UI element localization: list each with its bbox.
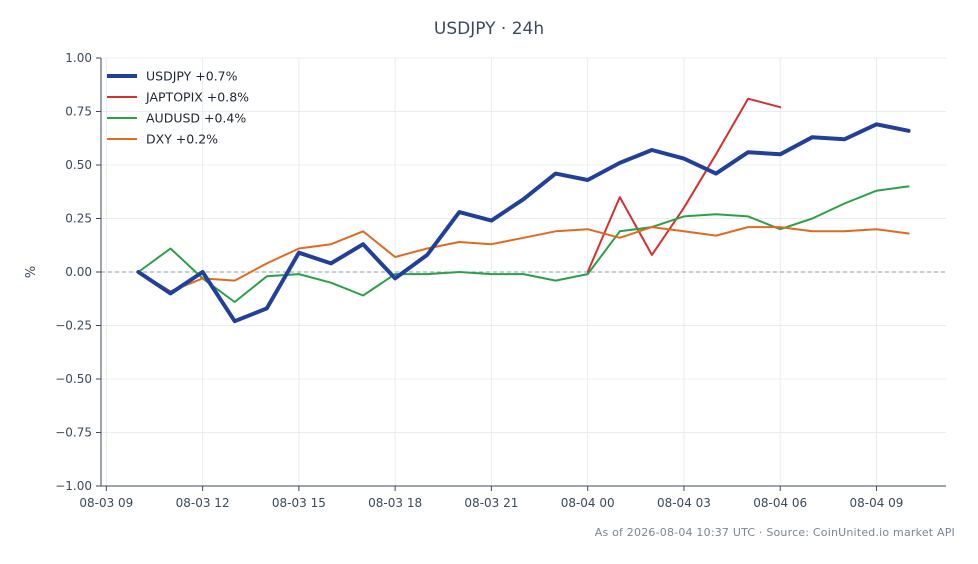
x-tick-label: 08-04 06: [753, 496, 807, 510]
x-tick-label: 08-03 12: [176, 496, 230, 510]
y-tick-label: −0.25: [55, 319, 92, 333]
x-tick-label: 08-04 00: [561, 496, 615, 510]
series-line-audusd: [137, 185, 910, 303]
x-tick-label: 08-03 21: [464, 496, 518, 510]
source-footer: As of 2026-08-04 10:37 UTC · Source: Coi…: [594, 526, 955, 539]
y-tick-label: 0.00: [65, 265, 92, 279]
y-tick-label: 0.50: [65, 158, 92, 172]
y-tick-label: −0.75: [55, 426, 92, 440]
x-tick-label: 08-03 09: [79, 496, 133, 510]
y-tick-label: 0.25: [65, 212, 92, 226]
legend-label-japtopix: JAPTOPIX +0.8%: [145, 90, 249, 105]
legend: USDJPY +0.7% JAPTOPIX +0.8% AUDUSD +0.4% DX…: [107, 69, 249, 147]
y-tick-label: −1.00: [55, 479, 92, 493]
series-line-dxy: [137, 226, 910, 293]
series-line-usdjpy: [136, 122, 911, 324]
legend-label-audusd: AUDUSD +0.4%: [146, 111, 246, 126]
y-tick-label: 0.75: [65, 105, 92, 119]
x-tick-label: 08-03 18: [368, 496, 422, 510]
y-tick-label: −0.50: [55, 372, 92, 386]
y-tick-label: 1.00: [65, 51, 92, 65]
legend-label-usdjpy: USDJPY +0.7%: [146, 69, 238, 84]
series-line-japtopix: [586, 97, 782, 273]
x-tick-label: 08-04 03: [657, 496, 711, 510]
y-axis-label: %: [24, 266, 39, 278]
x-tick-label: 08-03 15: [272, 496, 326, 510]
chart-title: USDJPY · 24h: [433, 19, 545, 39]
x-tick-label: 08-04 09: [849, 496, 903, 510]
legend-label-dxy: DXY +0.2%: [146, 132, 218, 147]
